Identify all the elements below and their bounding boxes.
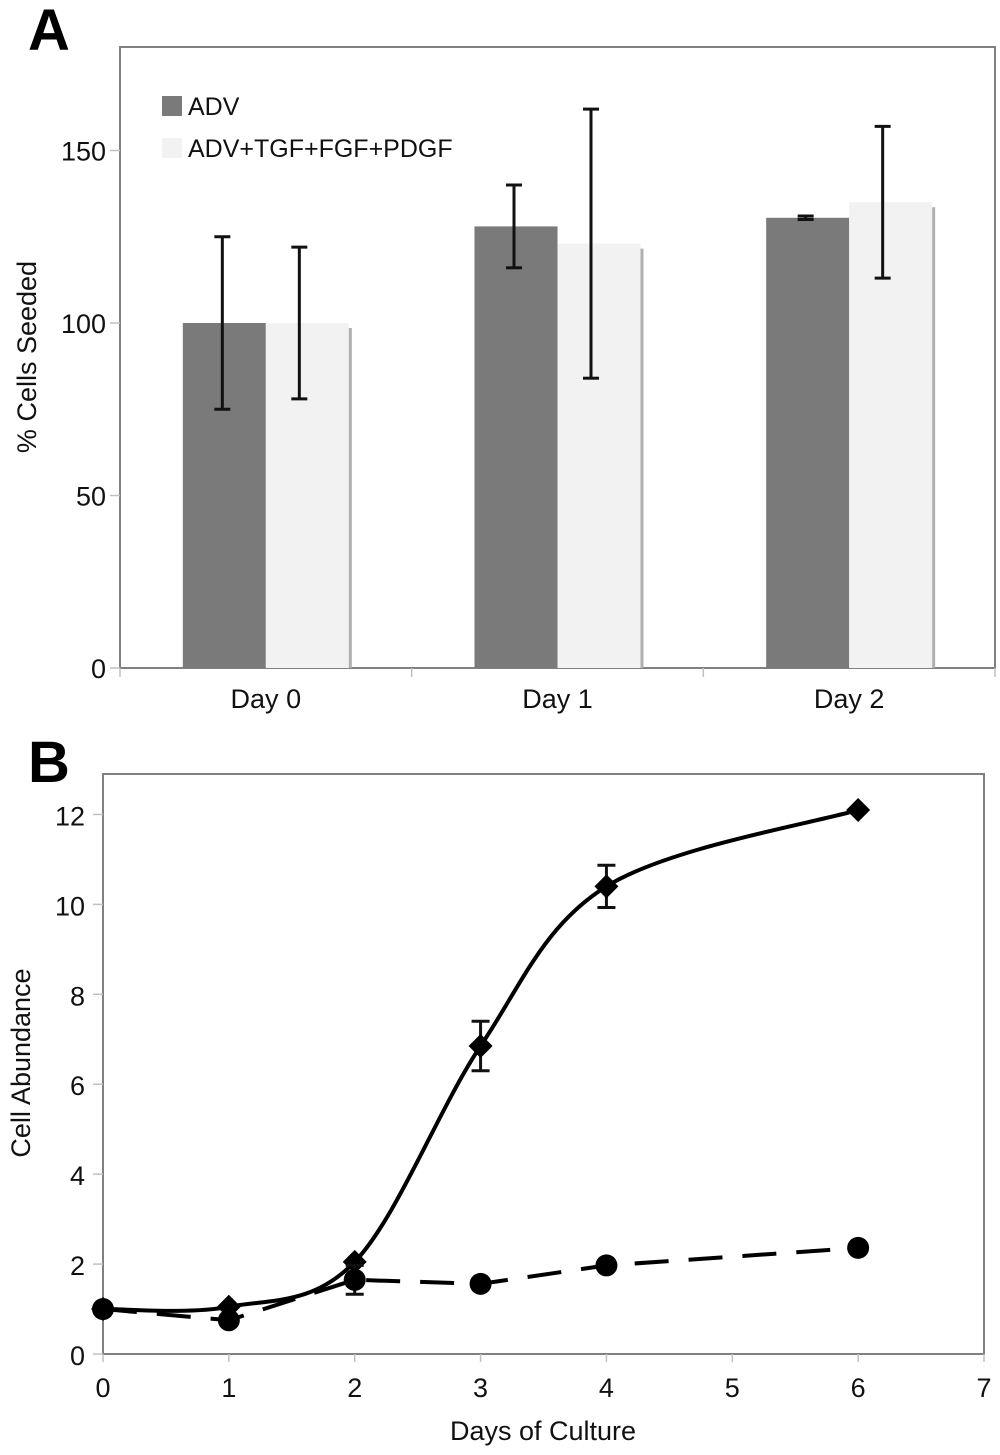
y-axis-title-b: Cell Abundance (6, 968, 36, 1157)
x-tick-label: 4 (599, 1373, 614, 1403)
bar-adv-tgf-fgf-pdgf (849, 202, 933, 668)
y-tick-label: 8 (70, 981, 85, 1011)
diamond-marker (594, 874, 619, 899)
legend-a: ADV ADV+TGF+FGF+PDGF (162, 93, 453, 163)
x-tick-label: 5 (725, 1373, 740, 1403)
plot-frame-b (102, 773, 985, 1355)
legend-swatch-adv (162, 96, 182, 116)
x-tick-label: Day 2 (814, 684, 885, 714)
x-axis-title-b: Days of Culture (450, 1416, 636, 1446)
bar-adv-tgf-fgf-pdgf (265, 323, 349, 668)
x-tick-label: Day 0 (231, 684, 302, 714)
y-tick-label: 12 (55, 801, 85, 831)
y-tick-label: 4 (70, 1161, 85, 1191)
y-tick-label: 10 (55, 891, 85, 921)
y-tick-label: 100 (61, 309, 106, 339)
legend-swatch-adv-tgf-fgf-pdgf (162, 138, 182, 158)
diamond-marker (846, 797, 871, 822)
bar-adv (474, 226, 558, 668)
circle-marker (343, 1268, 366, 1291)
x-tick-label: 6 (851, 1373, 866, 1403)
bar-adv-tgf-fgf-pdgf (557, 243, 641, 668)
bar-shadow (639, 248, 644, 668)
x-tick-label: 0 (95, 1373, 110, 1403)
y-tick-label: 2 (70, 1251, 85, 1281)
y-tick-label: 150 (61, 137, 106, 167)
x-tick-label: 7 (976, 1373, 991, 1403)
y-axis-title-a: % Cells Seeded (12, 261, 42, 453)
bar-shadow (931, 207, 936, 668)
diamond-marker (342, 1249, 367, 1274)
x-tick-label: 1 (221, 1373, 236, 1403)
y-tick-label: 6 (70, 1071, 85, 1101)
circle-marker (92, 1298, 114, 1321)
x-tick-label: 3 (473, 1373, 488, 1403)
legend-label-adv: ADV (188, 93, 240, 121)
circle-marker (469, 1272, 492, 1295)
bar-shadow (347, 328, 352, 668)
circle-marker (595, 1254, 618, 1277)
bar-adv (182, 323, 266, 668)
bar-adv (766, 217, 850, 668)
bar-chart-cells-seeded: 0 50 100 150 Day 0 Day 1 Day 2 % Cells Seeded… (12, 46, 996, 714)
x-tick-label: 2 (347, 1373, 362, 1403)
diamond-marker (468, 1034, 493, 1059)
y-tick-label: 0 (91, 654, 106, 684)
y-tick-label: 50 (76, 482, 106, 512)
x-tick-label: Day 1 (522, 684, 593, 714)
panel-label-b: B (28, 730, 70, 795)
panel-label-a: A (28, 0, 70, 63)
series-line-circle-dashed (102, 1245, 859, 1323)
circle-marker (847, 1236, 870, 1259)
y-tick-label: 0 (70, 1341, 85, 1371)
circle-marker (217, 1309, 240, 1332)
legend-label-adv-tgf-fgf-pdgf: ADV+TGF+FGF+PDGF (188, 135, 453, 163)
